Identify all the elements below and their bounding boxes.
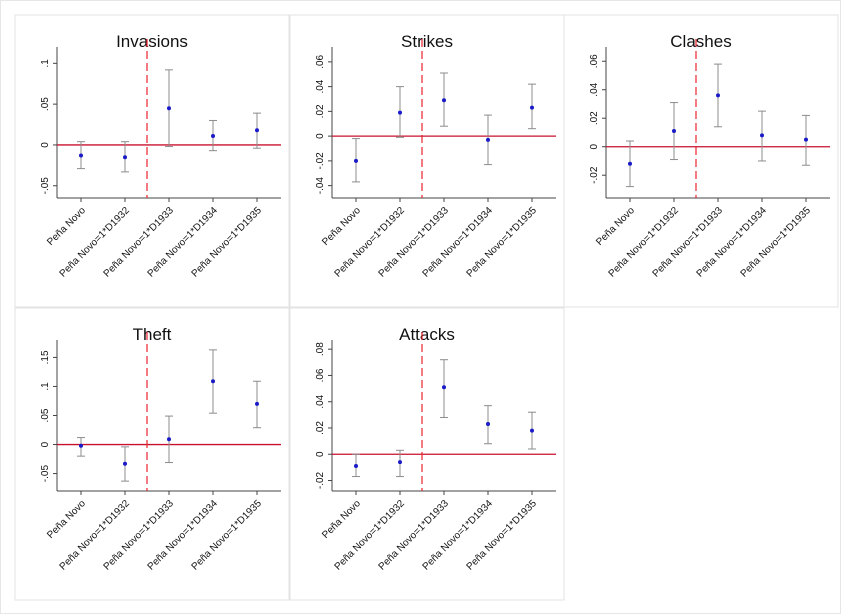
point [79,443,83,448]
y-tick-label: .05 [40,408,51,422]
point [530,428,534,433]
point [486,422,490,427]
panel-title: Clashes [670,32,731,51]
point [398,110,402,115]
y-tick-label: 0 [315,133,326,139]
point [716,93,720,98]
y-tick-label: .04 [589,82,600,96]
point [79,153,83,158]
y-tick-label: -.05 [40,465,51,483]
point [211,379,215,384]
panel-frame [14,307,290,601]
panel-title: Theft [133,325,172,344]
point [398,460,402,465]
y-tick-label: .04 [315,394,326,408]
point [442,98,446,103]
y-tick-label: .06 [315,368,326,382]
point [672,129,676,134]
point [442,385,446,390]
y-tick-label: 0 [589,143,600,149]
point [354,464,358,469]
point [167,106,171,111]
y-tick-label: -.05 [40,177,51,195]
y-tick-label: 0 [40,441,51,447]
y-tick-label: -.02 [589,166,600,184]
y-tick-label: .05 [40,97,51,111]
point [255,128,259,133]
point [255,401,259,406]
y-tick-label: .02 [315,104,326,118]
panel-title: Strikes [401,32,453,51]
panel-frame [14,14,290,308]
point [211,133,215,138]
y-tick-label: .02 [315,421,326,435]
point [486,137,490,142]
y-tick-label: .02 [589,111,600,125]
y-tick-label: .15 [40,350,51,364]
point [760,133,764,138]
y-tick-label: .1 [40,59,51,68]
point [123,155,127,160]
panel-title: Attacks [399,325,455,344]
y-tick-label: -.04 [315,177,326,195]
point [123,461,127,466]
panel-title: Invasions [116,32,188,51]
y-tick-label: 0 [40,142,51,148]
point [530,105,534,110]
panel-frame [289,14,565,308]
point [804,137,808,142]
panel-frame [563,14,839,308]
y-tick-label: .08 [315,342,326,356]
y-tick-label: .1 [40,382,51,391]
y-tick-label: -.02 [315,152,326,170]
y-tick-label: 0 [315,451,326,457]
point [354,158,358,163]
y-tick-label: .06 [589,54,600,68]
y-tick-label: .04 [315,79,326,93]
y-tick-label: .06 [315,54,326,68]
y-tick-label: -.02 [315,471,326,489]
point [628,161,632,166]
point [167,437,171,442]
